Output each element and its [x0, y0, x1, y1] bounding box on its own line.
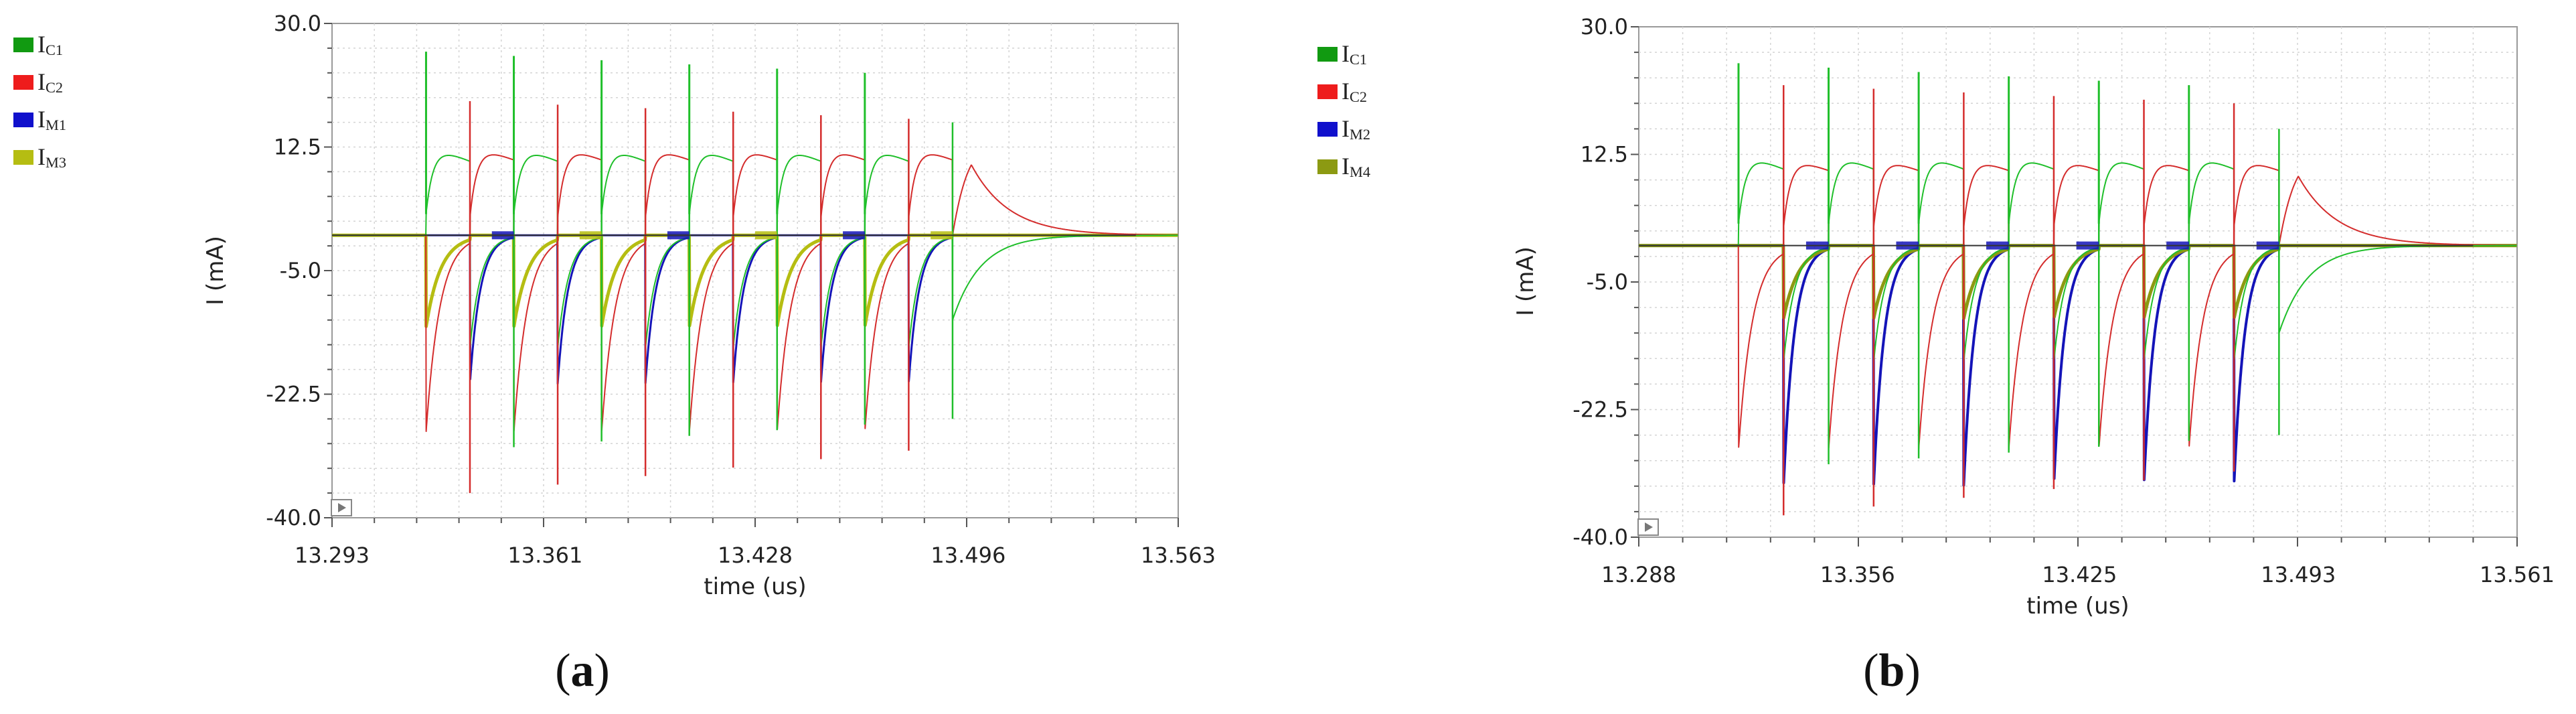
y-tick-label: -40.0 [1573, 524, 1628, 550]
legend-item: IM1 [13, 106, 66, 133]
y-tick-label: -5.0 [1587, 269, 1628, 295]
traces-b [1637, 63, 2518, 516]
legend-label: IC2 [37, 68, 63, 96]
legend-swatch [1317, 122, 1338, 137]
svg-text:(b): (b) [1863, 645, 1921, 697]
legend-swatch [13, 75, 33, 90]
legend-label: IM3 [37, 143, 66, 171]
x-tick-label: 13.496 [931, 543, 1005, 568]
x-tick-label: 13.356 [1820, 562, 1895, 587]
legend-label: IM1 [37, 106, 66, 133]
x-tick-label: 13.563 [1141, 543, 1216, 568]
y-tick-label: 12.5 [1581, 142, 1628, 167]
legend-swatch [13, 150, 33, 165]
x-axis-label-b: time (us) [2026, 593, 2129, 620]
x-axis-label-a: time (us) [704, 573, 806, 600]
caption-b: (b) [1863, 645, 1921, 697]
legend-item: IC1 [1317, 40, 1367, 68]
legend-label: IM2 [1342, 115, 1370, 143]
legend-item: IC2 [13, 68, 63, 96]
x-tick-label: 13.293 [295, 543, 370, 568]
legend-item: IM3 [13, 143, 66, 171]
legend-label: IC1 [37, 31, 63, 58]
legend-item: IM4 [1317, 153, 1370, 180]
trace-IC1 [331, 155, 1178, 349]
y-tick-label: 30.0 [1581, 14, 1628, 40]
legend-swatch [13, 38, 33, 52]
panel-a: 30.0 12.5 -5.0 -22.5 -40.0 13.293 13.361 13.42… [13, 11, 1216, 697]
legend-item: IC2 [1317, 78, 1367, 105]
y-tick-label: 30.0 [274, 11, 321, 36]
y-tick-label: -40.0 [266, 505, 321, 530]
y-tick-label: 12.5 [274, 135, 321, 160]
legend-label: IC1 [1342, 40, 1367, 68]
legend-swatch [13, 113, 33, 127]
y-axis-label-b: I (mA) [1512, 246, 1539, 316]
trace-IC2 [331, 154, 1178, 432]
x-tick-label: 13.493 [2261, 562, 2336, 587]
legend-item: IC1 [13, 31, 63, 58]
x-tick-label: 13.425 [2042, 562, 2117, 587]
x-tick-label: 13.428 [718, 543, 793, 568]
y-tick-label: -22.5 [266, 382, 321, 407]
trace-IC1 [1638, 162, 2517, 363]
caption-a: (a) [555, 645, 610, 697]
svg-text:(a): (a) [555, 645, 610, 697]
legend-label: IC2 [1342, 78, 1367, 105]
legend-item: IM2 [1317, 115, 1370, 143]
play-button-b[interactable] [1637, 518, 1659, 536]
y-ticks-b: 30.0 12.5 -5.0 -22.5 -40.0 [1573, 14, 1639, 550]
traces-a [331, 52, 1180, 494]
play-button-a[interactable] [331, 499, 352, 516]
x-ticks-b: 13.288 13.356 13.425 13.493 13.561 [1601, 537, 2555, 587]
y-tick-label: -5.0 [280, 258, 321, 283]
trace-IC2 [1638, 165, 2517, 451]
axis-labels-b: time (us) I (mA) [1512, 246, 2129, 620]
legend-b: IC1 IC2 IM2 IM4 [1317, 40, 1370, 180]
legend-swatch [1317, 47, 1338, 62]
y-tick-label: -22.5 [1573, 397, 1628, 423]
x-tick-label: 13.361 [507, 543, 582, 568]
legend-swatch [1317, 159, 1338, 174]
x-ticks-a: 13.293 13.361 13.428 13.496 13.563 [295, 518, 1216, 568]
legend-label: IM4 [1342, 153, 1370, 180]
axis-labels-a: time (us) I (mA) [202, 236, 807, 600]
x-tick-label: 13.561 [2480, 562, 2555, 587]
y-ticks-a: 30.0 12.5 -5.0 -22.5 -40.0 [266, 11, 332, 530]
x-tick-label: 13.288 [1601, 562, 1676, 587]
y-axis-label-a: I (mA) [202, 236, 229, 305]
legend-swatch [1317, 84, 1338, 99]
panel-b: 30.0 12.5 -5.0 -22.5 -40.0 13.288 13.356 13.42… [1317, 14, 2555, 697]
legend-a: IC1 IC2 IM1 IM3 [13, 31, 66, 171]
